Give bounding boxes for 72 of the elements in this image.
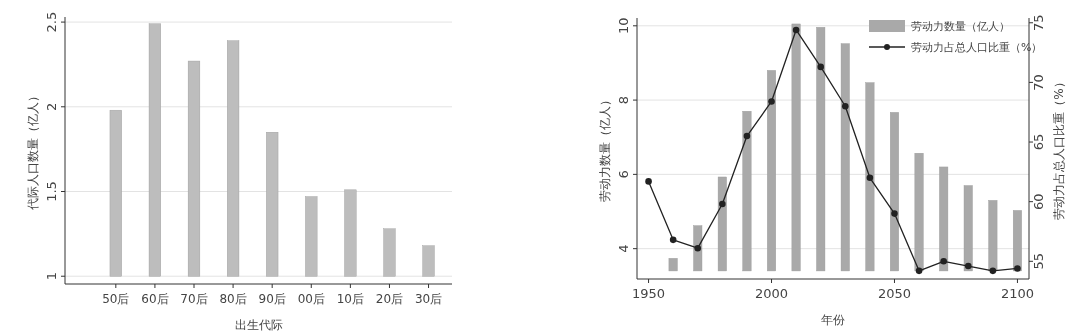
y-axis-title: 代际人口数量（亿人） (26, 90, 40, 211)
bar (963, 185, 973, 272)
x-tick-label: 10后 (336, 292, 364, 306)
y-tick-label: 10 (616, 17, 631, 35)
bar (767, 70, 776, 272)
x-tick-label: 1950 (632, 286, 666, 301)
bar (305, 196, 318, 277)
bar (717, 176, 727, 272)
bar (890, 112, 899, 272)
y2-tick-label: 75 (1031, 14, 1046, 32)
x-tick-label: 2000 (754, 286, 789, 301)
y-tick-label: 1.5 (44, 181, 59, 202)
bar (187, 60, 201, 277)
bar (816, 27, 826, 272)
bar (865, 82, 875, 272)
bar (422, 245, 435, 277)
bar (988, 200, 998, 272)
bar (383, 228, 396, 277)
x-tick-label: 2100 (1000, 286, 1034, 301)
bar (344, 189, 357, 277)
x-tick-label: 2050 (877, 286, 912, 301)
point (792, 26, 800, 34)
bar (109, 109, 122, 277)
x-axis-title: 出生代际 (234, 318, 283, 332)
legend-label: 劳动力数量（亿人） (911, 20, 1010, 33)
point (915, 267, 923, 275)
bar (266, 132, 279, 277)
bar (791, 23, 801, 272)
point (719, 200, 726, 208)
x-tick-label: 00后 (297, 292, 325, 306)
bar (742, 111, 752, 272)
point (940, 258, 947, 265)
x-tick-label: 20后 (375, 292, 404, 306)
x-tick-label: 90后 (258, 292, 286, 306)
x-tick-label: 60后 (141, 292, 169, 306)
y-tick-label: 4 (616, 244, 631, 253)
point (743, 132, 751, 140)
bar (668, 258, 678, 272)
y2-tick-label: 65 (1031, 133, 1046, 151)
point (964, 262, 972, 270)
y-axis-title: 劳动力数量（亿人） (598, 94, 612, 202)
y-tick-label: 2.5 (44, 11, 59, 33)
y-tick-label: 1 (44, 272, 59, 281)
point (842, 102, 849, 110)
point (866, 174, 874, 182)
x-axis-title: 年份 (821, 313, 845, 327)
point (817, 63, 824, 71)
point (768, 98, 775, 105)
point (645, 178, 652, 185)
y2-tick-label: 60 (1031, 193, 1046, 210)
bar (1012, 210, 1022, 272)
bar (227, 40, 240, 277)
bar (148, 23, 161, 277)
point (891, 210, 898, 217)
y-tick-label: 2 (44, 102, 59, 111)
point (694, 244, 702, 252)
bar (914, 153, 924, 272)
bar (939, 166, 949, 272)
x-tick-label: 50后 (102, 292, 130, 306)
point (669, 236, 677, 244)
y2-tick-label: 70 (1031, 74, 1046, 91)
x-tick-label: 70后 (180, 292, 208, 306)
bar (840, 43, 850, 272)
x-tick-label: 80后 (219, 292, 247, 306)
point (989, 267, 997, 275)
y2-axis-title: 劳动力占总人口比重（%） (1052, 76, 1066, 220)
legend-label: 劳动力占总人口比重（%） (911, 41, 1043, 54)
y2-tick-label: 55 (1031, 253, 1046, 270)
point (1014, 265, 1021, 272)
x-tick-label: 30后 (414, 292, 443, 306)
y-tick-label: 6 (616, 170, 631, 179)
y-tick-label: 8 (616, 95, 631, 105)
